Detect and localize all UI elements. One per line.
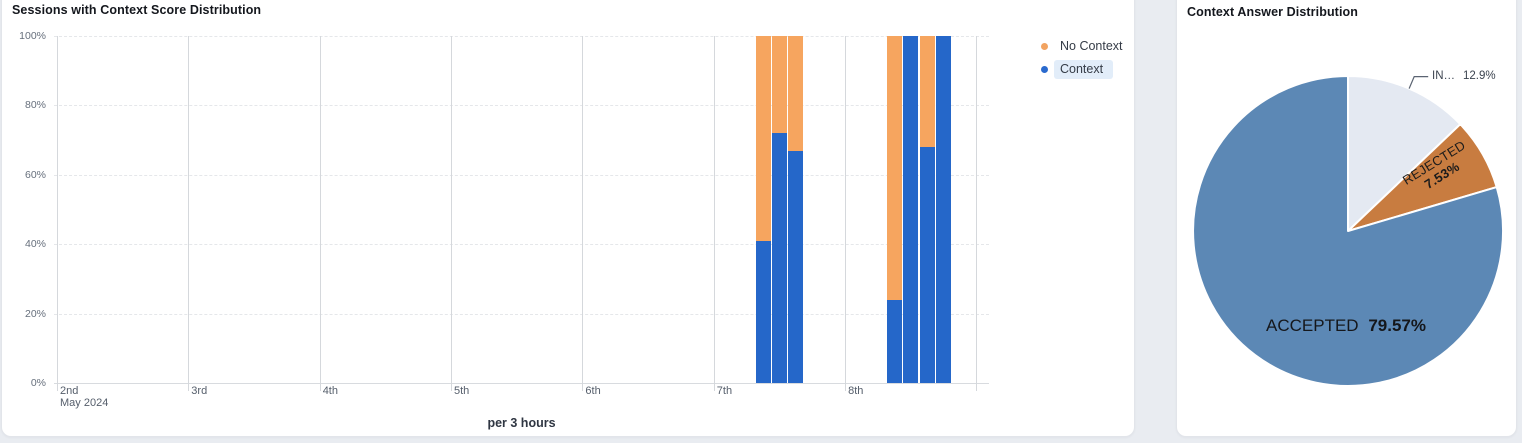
accepted-slice-label: ACCEPTED 79.57% — [1226, 316, 1466, 336]
y-gridline — [54, 174, 989, 176]
legend-item-context[interactable]: Context — [1041, 60, 1133, 79]
y-axis-tick-label: 60% — [24, 168, 46, 181]
chart-legend: No Context Context — [1041, 37, 1133, 83]
y-gridline — [54, 313, 989, 315]
context-segment — [755, 240, 771, 383]
context-legend-dot — [1041, 66, 1048, 73]
x-axis-tick-label: 3rd — [191, 385, 208, 397]
pie-slice-accepted[interactable] — [1192, 75, 1505, 387]
legend-label-no-context: No Context — [1060, 39, 1123, 53]
bar-chart-plot-area: 0% 20% 40% 60% 80% 100% 2nd May 2024 3rd 4th 5th 6t… — [2, 0, 1134, 436]
x-axis-line — [54, 383, 989, 384]
truncated-slice-percent: 12.9% — [1463, 70, 1496, 82]
no-context-segment — [919, 36, 935, 147]
context-segment — [771, 133, 787, 383]
day-gridline — [582, 36, 584, 391]
legend-item-no-context[interactable]: No Context — [1041, 37, 1133, 56]
y-axis-tick-label: 40% — [24, 238, 46, 251]
day-gridline — [57, 36, 58, 391]
x-axis-tick-label: 8th — [848, 385, 864, 397]
y-axis-tick-label: 0% — [30, 377, 46, 389]
no-context-segment — [788, 36, 804, 151]
day-gridline — [319, 36, 321, 391]
day-gridline — [976, 36, 978, 391]
no-context-segment — [755, 36, 771, 241]
y-gridline — [54, 105, 989, 107]
no-context-segment — [771, 36, 787, 134]
stacked-bar-may-8-12:00[interactable] — [903, 36, 919, 383]
y-axis-tick-label: 80% — [24, 99, 46, 112]
pie-chart-title: Context Answer Distribution — [1187, 5, 1358, 19]
y-gridline — [54, 36, 989, 37]
stacked-bar-may-7-15:00[interactable] — [788, 36, 804, 383]
context-segment — [903, 36, 919, 383]
x-axis-tick-label: 6th — [585, 385, 601, 397]
no-context-segment — [886, 36, 902, 300]
pie-chart — [1192, 75, 1505, 387]
truncated-label-text: IN… — [1432, 70, 1455, 82]
bar-chart-title: Sessions with Context Score Distribution — [12, 3, 262, 17]
context-segment — [886, 299, 902, 383]
stacked-bar-may-7-09:00[interactable] — [755, 36, 771, 383]
day-gridline — [845, 36, 847, 391]
x-axis-tick-label: 4th — [322, 385, 338, 397]
x-axis-tick-label: 5th — [454, 385, 470, 397]
no-context-legend-dot — [1041, 43, 1048, 50]
pie-label-connector — [1408, 75, 1429, 89]
x-axis-tick-label: 7th — [716, 385, 733, 397]
y-axis-tick-label: 20% — [24, 307, 46, 320]
day-gridline — [713, 36, 715, 391]
legend-label-context: Context — [1054, 60, 1114, 79]
x-axis-tick-label: 2nd May 2024 — [60, 385, 109, 409]
stacked-bar-may-8-18:00[interactable] — [936, 36, 952, 383]
y-gridline — [54, 244, 989, 246]
accepted-percent: 79.57% — [1368, 316, 1426, 335]
stacked-bar-may-8-15:00[interactable] — [919, 36, 935, 383]
stacked-bar-may-7-12:00[interactable] — [771, 36, 787, 383]
stacked-bar-may-8-09:00[interactable] — [886, 36, 902, 383]
truncated-slice-label: IN… 12.9% — [1432, 70, 1496, 82]
accepted-label-text: ACCEPTED — [1266, 316, 1359, 335]
context-segment — [788, 150, 804, 383]
x-axis-unit-label: per 3 hours — [487, 416, 556, 430]
pie-slice-in[interactable] — [1347, 75, 1462, 232]
sessions-context-score-card: Sessions with Context Score Distribution… — [1, 0, 1135, 437]
context-segment — [936, 36, 952, 383]
day-gridline — [451, 36, 452, 391]
day-gridline — [188, 36, 190, 391]
y-axis-tick-label: 100% — [19, 30, 46, 42]
context-segment — [919, 147, 935, 383]
context-answer-distribution-card: Context Answer Distribution ACCEPTED 79.… — [1176, 0, 1517, 437]
